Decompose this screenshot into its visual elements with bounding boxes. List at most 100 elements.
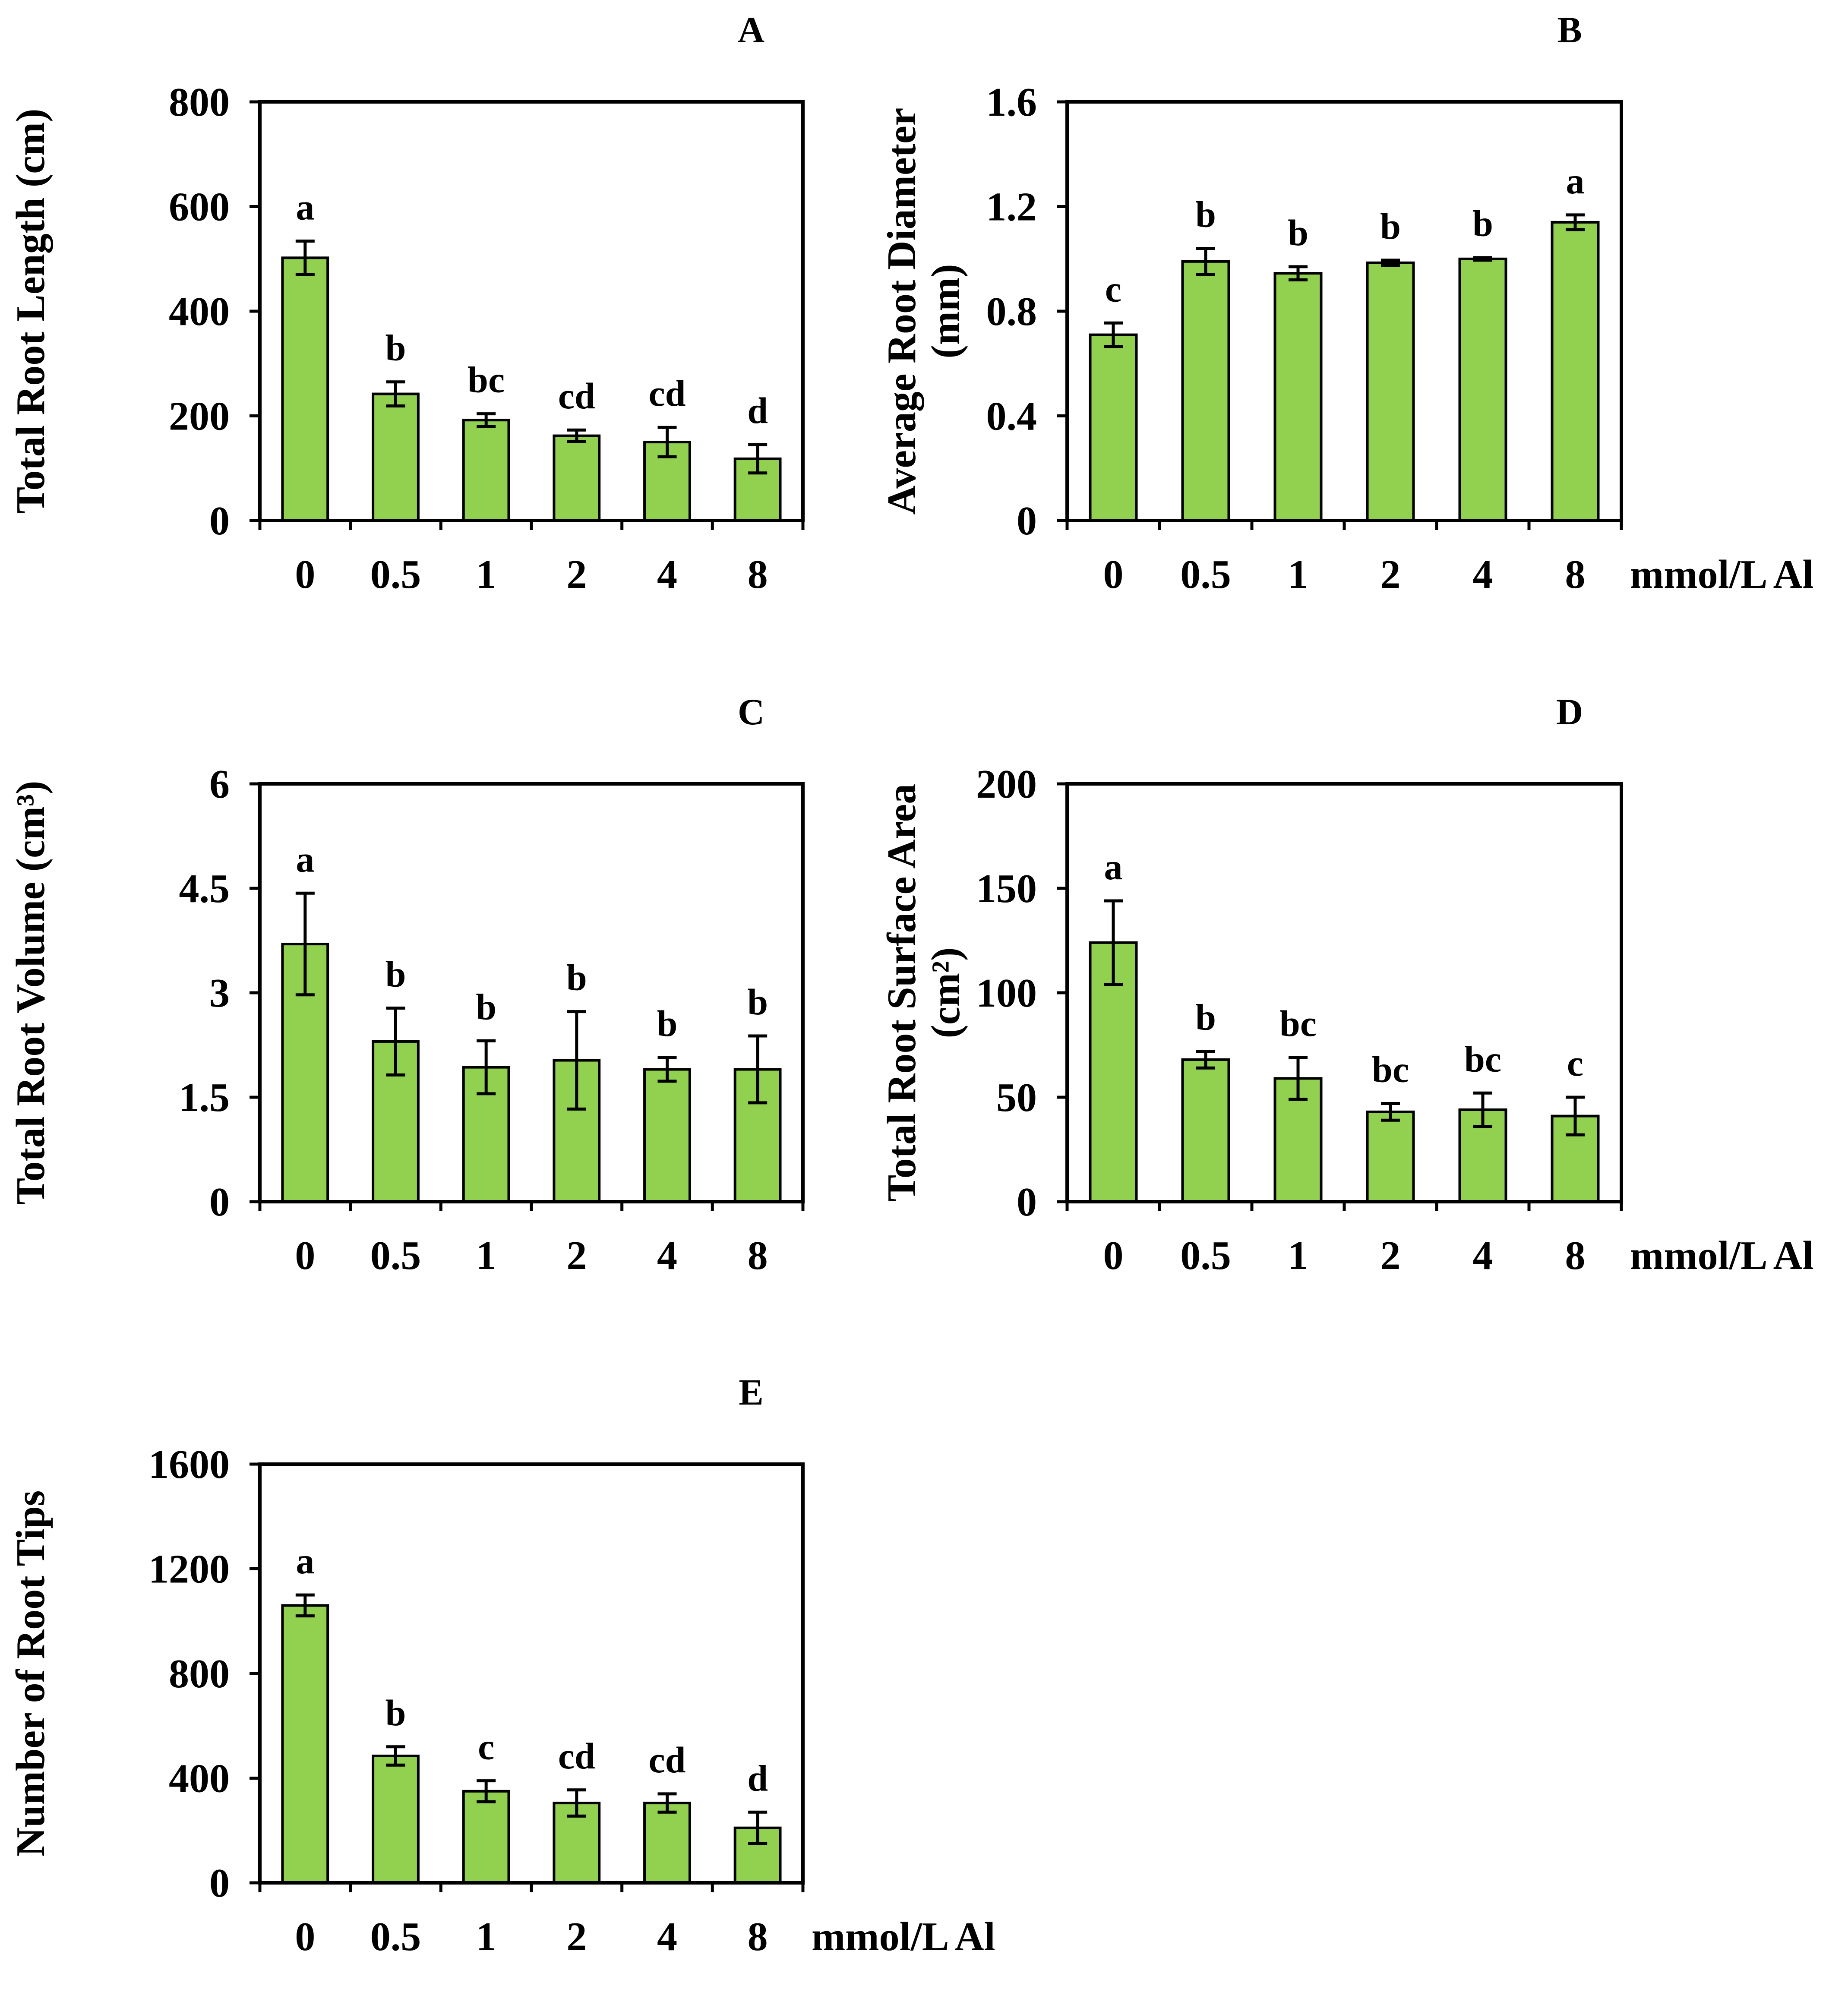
panel-label-b: B <box>1557 9 1582 51</box>
y-tick-label-a-2: 400 <box>169 289 230 334</box>
error-bar-a-3 <box>567 428 586 443</box>
error-bar-b-4 <box>1473 256 1492 262</box>
bar-b-4 <box>1458 257 1507 522</box>
error-bar-c-2 <box>477 1039 496 1096</box>
error-bar-d-2 <box>1289 1056 1308 1101</box>
error-bar-d-1 <box>1196 1050 1215 1070</box>
significance-label-e-2: c <box>478 1726 494 1768</box>
error-bar-e-3 <box>567 1788 586 1818</box>
plot-frame-d <box>1065 782 1623 1203</box>
significance-label-b-2: b <box>1288 212 1308 253</box>
y-tick-label-d-4: 200 <box>976 762 1037 807</box>
x-tick-label-b-2: 1 <box>1288 552 1308 597</box>
y-tick-label-c-1: 1.5 <box>179 1075 230 1120</box>
bar-d-1 <box>1181 1058 1230 1203</box>
y-tick-label-b-0: 0 <box>1017 499 1037 543</box>
error-bar-a-2 <box>477 412 496 428</box>
significance-label-a-0: a <box>296 186 314 228</box>
error-bar-a-5 <box>748 443 768 475</box>
y-axis-label-d-line-1: Total Root Surface Area <box>879 784 924 1202</box>
significance-label-b-5: a <box>1566 160 1585 202</box>
significance-label-c-4: b <box>657 1003 678 1044</box>
significance-label-a-1: b <box>385 327 406 369</box>
y-tick-label-d-1: 50 <box>996 1075 1037 1120</box>
x-axis-label-b: mmol/L Al <box>1630 552 1814 597</box>
error-bar-d-0 <box>1104 899 1123 986</box>
significance-label-c-0: a <box>296 838 314 880</box>
error-bar-d-3 <box>1381 1102 1400 1122</box>
x-tick-label-e-0: 0 <box>295 1914 315 1959</box>
bar-b-3 <box>1366 261 1415 522</box>
significance-label-a-3: cd <box>558 375 595 417</box>
bar-e-2 <box>462 1790 510 1884</box>
error-bar-e-2 <box>477 1779 496 1803</box>
y-tick-label-b-4: 1.6 <box>986 80 1037 125</box>
error-bar-e-0 <box>295 1593 315 1618</box>
y-tick-label-b-2: 0.8 <box>986 289 1037 334</box>
x-tick-label-d-3: 2 <box>1380 1233 1401 1278</box>
plot-frame-c <box>258 782 805 1203</box>
significance-label-c-1: b <box>385 953 406 995</box>
significance-label-c-3: b <box>566 957 587 998</box>
x-tick-label-e-4: 4 <box>657 1914 677 1959</box>
x-tick-label-b-5: 8 <box>1565 552 1586 597</box>
significance-label-c-2: b <box>476 986 496 1027</box>
y-axis-label-c: Total Root Volume (cm³) <box>8 781 53 1205</box>
error-bar-c-3 <box>567 1010 586 1111</box>
panel-c: Ca 0 b 0.5 b 1 b 2 b 4 b 8 0 1.5 3 4.5 6 Total Root Volum… <box>8 691 805 1278</box>
significance-label-c-5: b <box>747 981 768 1023</box>
bar-e-0 <box>281 1604 329 1884</box>
y-tick-label-e-4: 1600 <box>148 1442 230 1487</box>
panel-label-c: C <box>738 691 764 732</box>
significance-label-b-0: c <box>1105 268 1121 309</box>
y-tick-label-d-0: 0 <box>1017 1180 1037 1225</box>
x-tick-label-e-2: 1 <box>476 1914 496 1959</box>
x-tick-label-d-4: 4 <box>1473 1233 1493 1278</box>
significance-label-e-3: cd <box>558 1735 595 1777</box>
error-bar-b-2 <box>1289 265 1308 281</box>
panel-e: Ea 0 b 0.5 c 1 cd 2 cd 4 d 8 0 400 800 1200 1600 Number o… <box>8 1371 995 1959</box>
significance-label-d-1: b <box>1195 997 1216 1038</box>
y-axis-label-d-line-2: (cm²) <box>923 947 968 1039</box>
y-tick-label-c-2: 3 <box>209 971 230 1016</box>
error-bar-c-0 <box>295 891 315 997</box>
x-tick-label-a-5: 8 <box>748 552 768 597</box>
panel-label-e: E <box>739 1371 763 1413</box>
plot-frame-a <box>258 100 805 522</box>
x-tick-label-c-1: 0.5 <box>370 1233 421 1278</box>
y-tick-label-c-3: 4.5 <box>179 866 230 911</box>
y-tick-label-c-0: 0 <box>209 1180 230 1225</box>
plot-frame-e <box>258 1462 805 1885</box>
x-tick-label-d-5: 8 <box>1565 1233 1586 1278</box>
x-tick-label-a-3: 2 <box>566 552 587 597</box>
error-bar-d-5 <box>1566 1096 1585 1137</box>
bar-b-2 <box>1273 272 1323 522</box>
error-bar-e-5 <box>748 1810 768 1845</box>
significance-label-d-3: bc <box>1372 1049 1409 1090</box>
bar-d-3 <box>1366 1110 1415 1203</box>
panel-b: Bc 0 b 0.5 b 1 b 2 b 4 a 8 0 0.4 0.8 1.2 1.6 Average Root… <box>879 9 1814 597</box>
y-axis-label-a: Total Root Length (cm) <box>8 108 53 514</box>
error-bar-e-4 <box>657 1792 677 1814</box>
x-tick-label-a-1: 0.5 <box>370 552 421 597</box>
significance-label-a-4: cd <box>649 373 686 414</box>
bar-a-3 <box>553 434 601 522</box>
error-bar-e-1 <box>386 1745 405 1767</box>
x-tick-label-d-2: 1 <box>1288 1233 1308 1278</box>
y-tick-label-c-4: 6 <box>209 762 230 807</box>
error-bar-a-1 <box>386 380 405 407</box>
bar-c-4 <box>643 1068 691 1203</box>
x-tick-label-b-4: 4 <box>1473 552 1493 597</box>
error-bar-d-4 <box>1473 1091 1492 1128</box>
error-bar-b-5 <box>1566 213 1585 231</box>
panel-label-d: D <box>1556 691 1583 732</box>
y-axis-label-e: Number of Root Tips <box>8 1490 53 1857</box>
x-tick-label-d-0: 0 <box>1103 1233 1124 1278</box>
bar-b-0 <box>1089 333 1138 522</box>
y-axis-label-b-line-2: (mm) <box>923 264 968 358</box>
significance-label-b-3: b <box>1380 205 1401 247</box>
x-tick-label-e-1: 0.5 <box>370 1914 421 1959</box>
x-tick-label-c-0: 0 <box>295 1233 315 1278</box>
y-axis-label-b-line-1: Average Root Diameter <box>879 107 924 515</box>
